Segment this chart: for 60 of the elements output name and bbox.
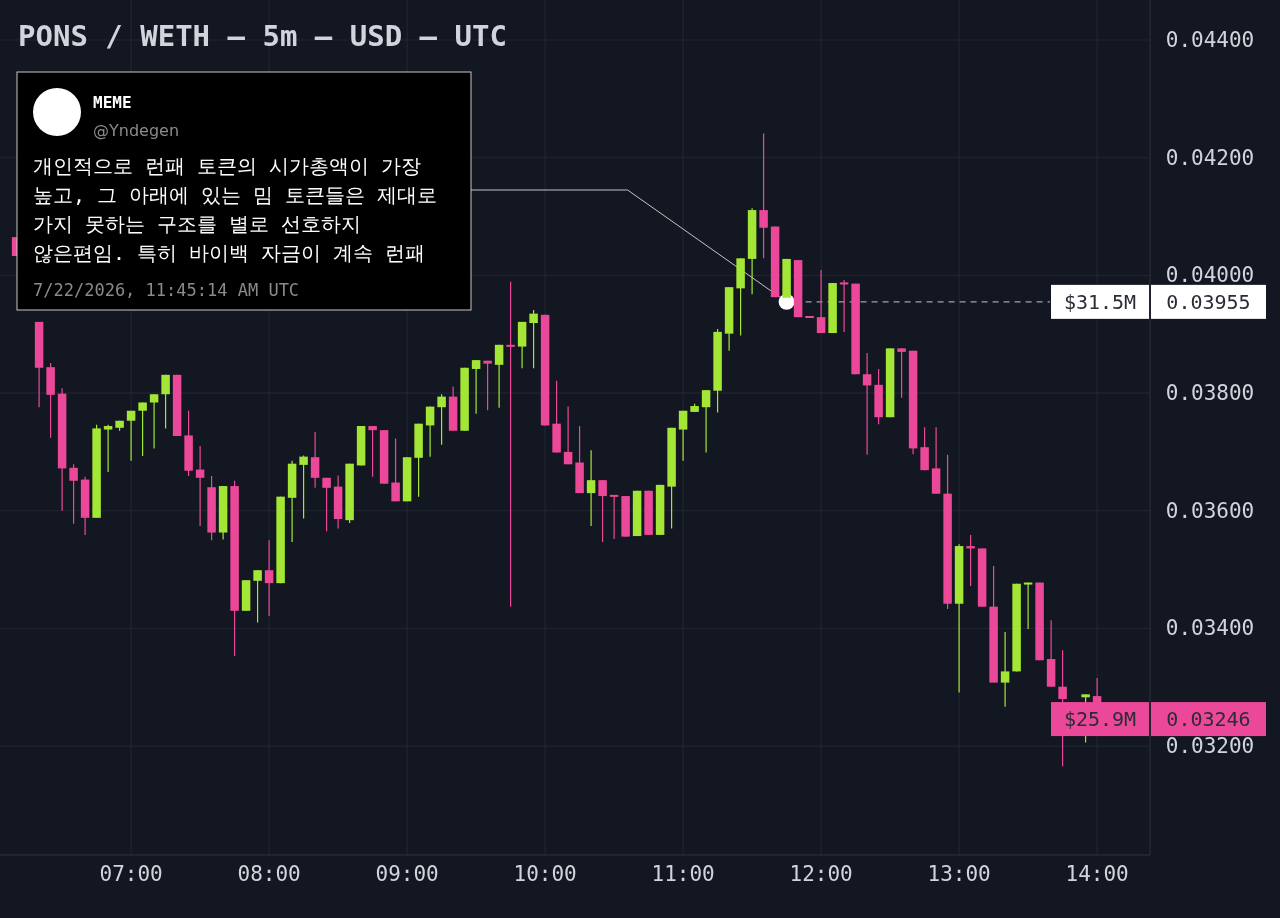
candlestick xyxy=(471,359,481,415)
x-tick-label: 07:00 xyxy=(99,862,163,886)
candlestick xyxy=(195,445,205,527)
candlestick xyxy=(437,393,446,446)
y-tick-label: 0.04200 xyxy=(1165,145,1255,170)
candlestick xyxy=(368,425,377,478)
candlestick xyxy=(299,454,308,520)
x-tick-label: 11:00 xyxy=(651,862,715,886)
text: 0.03955 xyxy=(1166,289,1251,314)
candlestick xyxy=(264,539,274,617)
candlestick xyxy=(598,479,607,543)
candlestick xyxy=(529,309,538,369)
candlestick xyxy=(563,406,573,465)
x-tick-label: 10:00 xyxy=(513,862,577,886)
candlestick xyxy=(425,406,435,458)
y-tick-label: 0.03800 xyxy=(1165,381,1255,406)
x-tick-label: 13:00 xyxy=(927,862,991,886)
candlestick xyxy=(862,352,872,456)
annotation: @Yndegen xyxy=(93,120,180,140)
y-tick-label: 0.03400 xyxy=(1165,616,1255,641)
candlestick xyxy=(506,281,515,608)
text: PONS / WETH — 5m — USD — UTC xyxy=(18,19,507,53)
candlestick xyxy=(920,426,929,471)
text: 0.03246 xyxy=(1166,707,1251,732)
annotation: 7/22/2026, 11:45:14 AM UTC xyxy=(33,280,300,300)
candlestick xyxy=(483,360,492,411)
candlestick xyxy=(391,437,400,502)
candlestick xyxy=(678,410,688,462)
candlestick xyxy=(103,424,113,473)
candlestick xyxy=(1023,581,1033,630)
candlestick xyxy=(897,347,906,399)
x-tick-label: 08:00 xyxy=(237,862,301,886)
candlestick xyxy=(701,389,711,454)
x-tick-label: 09:00 xyxy=(375,862,439,886)
candlestick xyxy=(310,431,320,489)
candlestick xyxy=(966,534,975,587)
y-tick-label: 0.03600 xyxy=(1165,498,1255,523)
ref-line-label: $31.5M xyxy=(1063,289,1137,314)
candlestick xyxy=(138,401,147,457)
annotation: MEME xyxy=(93,92,132,112)
candlestick xyxy=(494,344,504,409)
candlestick xyxy=(322,477,331,532)
candlestick xyxy=(609,494,619,540)
candlestick xyxy=(126,410,136,462)
candlestick xyxy=(759,132,768,259)
candlestick xyxy=(161,374,170,429)
x-tick-label: 14:00 xyxy=(1065,862,1129,886)
candlestick xyxy=(1000,631,1010,708)
candlestick xyxy=(839,279,849,333)
candlestick xyxy=(253,569,262,624)
x-tick-label: 12:00 xyxy=(789,862,853,886)
annotation: $25.9M xyxy=(1063,707,1137,732)
candlestick xyxy=(586,449,596,527)
annotation: 개인적으로 런패 토큰의 시가총액이 가장 높고, 그 아래에 있는 밈 토큰들은 제대로 가지 못하는 구조를 별로 선호하지 않은편임. 특히 바이백 자금이 계속 런패 xyxy=(33,154,438,265)
y-tick-label: 0.03200 xyxy=(1165,734,1255,759)
y-tick-label: 0.04400 xyxy=(1165,28,1255,53)
candlestick xyxy=(69,463,78,525)
candlestick xyxy=(149,393,159,449)
candlestick xyxy=(816,269,826,334)
y-tick-label: 0.04000 xyxy=(1165,263,1255,288)
